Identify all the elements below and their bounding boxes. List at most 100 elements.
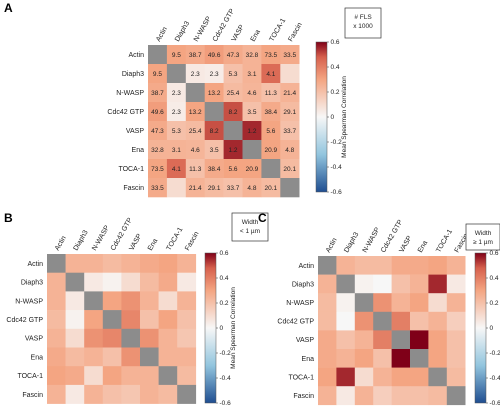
heatmap-cell <box>177 366 196 385</box>
row-label: N-WASP <box>15 298 43 305</box>
cell-value-label: 8.2 <box>210 128 219 135</box>
heatmap-cell <box>103 273 122 292</box>
column-label: Fascin <box>184 231 200 252</box>
annotation-text: x 1000 <box>353 23 373 30</box>
heatmap-cell <box>447 293 466 312</box>
cell-value-label: 32.8 <box>151 147 164 154</box>
heatmap-cell <box>447 275 466 294</box>
heatmap-cell <box>66 254 85 273</box>
colorbar-tick-label: 0 <box>220 325 224 332</box>
heatmap-cell <box>177 385 196 404</box>
cell-value-label: 25.4 <box>227 90 240 97</box>
cell-value-label: 20.1 <box>283 166 296 173</box>
heatmap-cell <box>428 256 447 275</box>
colorbar-tick-label: -0.6 <box>331 189 343 196</box>
heatmap-cell <box>84 348 103 367</box>
heatmap-cell <box>103 348 122 367</box>
heatmap-cell <box>159 310 178 329</box>
cell-value-label: 3.1 <box>172 147 181 154</box>
annotation-text: < 1 µm <box>240 228 260 235</box>
cell-value-label: 1.2 <box>229 147 238 154</box>
heatmap-cell <box>140 385 159 404</box>
row-label: Ena <box>302 356 315 363</box>
cell-value-label: 49.6 <box>151 109 164 116</box>
heatmap-cell <box>66 329 85 348</box>
cell-value-label: 5.6 <box>229 166 238 173</box>
row-label: TOCA-1 <box>288 374 314 381</box>
heatmap-cell <box>392 349 411 368</box>
heatmap-cell <box>336 293 355 312</box>
heatmap-cell <box>447 349 466 368</box>
column-label: Diaph3 <box>174 20 191 43</box>
heatmap-cell <box>159 366 178 385</box>
cell-value-label: 2.3 <box>172 109 181 116</box>
heatmap-cell <box>392 368 411 387</box>
heatmap-cell <box>103 254 122 273</box>
cell-value-label: 20.9 <box>265 147 278 154</box>
colorbar-tick-label: 0.4 <box>490 275 499 282</box>
colorbar <box>316 42 327 192</box>
heatmap-cell <box>336 349 355 368</box>
cell-value-label: 4.6 <box>191 147 200 154</box>
heatmap-cell <box>47 273 66 292</box>
heatmap-cell <box>355 275 374 294</box>
heatmap-cell <box>84 366 103 385</box>
heatmap-cell <box>318 293 337 312</box>
heatmap-cell <box>318 312 337 331</box>
heatmap-cell <box>428 368 447 387</box>
heatmap-cell <box>121 291 140 310</box>
cell-value-label: 9.5 <box>153 71 162 78</box>
cell-value-label: 38.4 <box>265 109 278 116</box>
cell-value-label: 13.2 <box>189 109 202 116</box>
row-label: Ena <box>31 354 44 361</box>
heatmap-cell <box>66 366 85 385</box>
heatmap-cell <box>84 310 103 329</box>
heatmap-cell <box>66 348 85 367</box>
heatmap-cell <box>121 254 140 273</box>
heatmap-cell <box>447 330 466 349</box>
colorbar-tick-label: 0.6 <box>331 39 340 46</box>
cell-value-label: 32.8 <box>246 52 259 59</box>
heatmap-cell <box>410 368 429 387</box>
heatmap-cell <box>47 348 66 367</box>
cell-value-label: 8.2 <box>229 109 238 116</box>
heatmap-cell <box>318 275 337 294</box>
heatmap-cell <box>355 330 374 349</box>
cell-value-label: 5.3 <box>229 71 238 78</box>
heatmap-cell <box>103 291 122 310</box>
cell-value-label: 2.3 <box>172 90 181 97</box>
heatmap-cell <box>47 385 66 404</box>
heatmap-cell <box>428 386 447 405</box>
heatmap-cell <box>355 368 374 387</box>
column-label: Ena <box>147 238 159 252</box>
row-label: Cdc42 GTP <box>277 319 314 326</box>
heatmap-cell <box>84 254 103 273</box>
heatmap-cell <box>177 348 196 367</box>
heatmap-cell <box>177 254 196 273</box>
cell-value-label: 11.3 <box>265 90 278 97</box>
heatmap-cell <box>177 310 196 329</box>
colorbar-tick-label: -0.4 <box>490 375 500 382</box>
row-label: VASP <box>126 128 144 135</box>
colorbar-tick-label: 0.4 <box>331 64 340 71</box>
colorbar-tick-label: -0.2 <box>490 350 500 357</box>
cell-value-label: 47.3 <box>227 52 240 59</box>
heatmap-cell <box>103 310 122 329</box>
column-label: Actin <box>54 235 68 252</box>
heatmap-cell <box>140 254 159 273</box>
cell-value-label: 13.2 <box>208 90 221 97</box>
heatmap-cell <box>428 275 447 294</box>
column-label: VASP <box>231 23 246 43</box>
colorbar-tick-label: 0.2 <box>490 300 499 307</box>
heatmap-cell <box>373 293 392 312</box>
heatmap-cell <box>47 366 66 385</box>
heatmap-cell <box>159 273 178 292</box>
cell-value-label: 5.6 <box>266 128 275 135</box>
heatmap-cell <box>410 293 429 312</box>
heatmap-cell <box>121 310 140 329</box>
row-label: Fascin <box>293 393 314 400</box>
heatmap-cell <box>167 64 186 83</box>
cell-value-label: 3.5 <box>210 147 219 154</box>
heatmap-cell <box>447 312 466 331</box>
